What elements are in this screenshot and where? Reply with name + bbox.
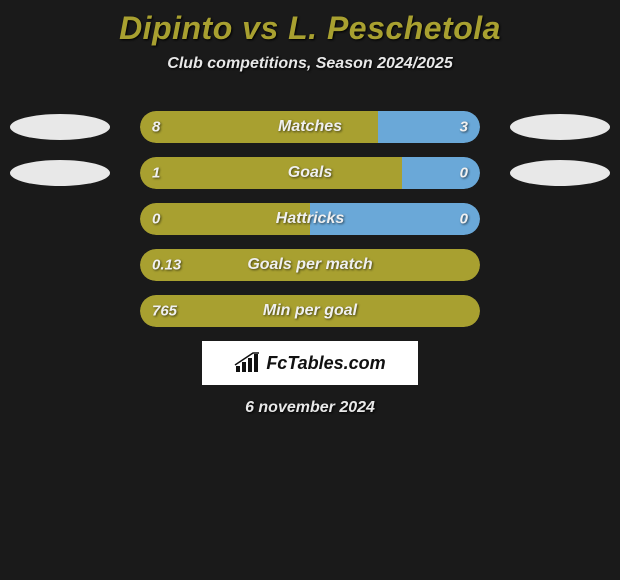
val-left: 765 — [152, 303, 177, 320]
right-ellipse-slot — [500, 160, 620, 186]
bar-wrap: 765 Min per goal — [120, 295, 500, 327]
bar-wrap: 0 0 Hattricks — [120, 203, 500, 235]
bar-label: Min per goal — [263, 302, 357, 320]
seg-left — [140, 111, 378, 143]
page-title: Dipinto vs L. Peschetola — [0, 10, 620, 47]
player-left-ellipse — [10, 160, 110, 186]
right-ellipse-slot — [500, 114, 620, 140]
val-right: 3 — [460, 119, 468, 136]
stat-row: 8 3 Matches — [0, 111, 620, 143]
val-left: 1 — [152, 165, 160, 182]
bar-wrap: 0.13 Goals per match — [120, 249, 500, 281]
stat-bar: 0 0 Hattricks — [140, 203, 480, 235]
left-ellipse-slot — [0, 160, 120, 186]
stat-row: 0 0 Hattricks — [0, 203, 620, 235]
subtitle: Club competitions, Season 2024/2025 — [0, 55, 620, 73]
logo-box[interactable]: FcTables.com — [202, 341, 418, 385]
date-text: 6 november 2024 — [0, 399, 620, 417]
bar-label: Hattricks — [276, 210, 344, 228]
stat-bar: 0.13 Goals per match — [140, 249, 480, 281]
bar-label: Goals — [288, 164, 332, 182]
stat-rows: 8 3 Matches 1 0 Goals 0 0 Hattricks 0.13 Goals per… — [0, 111, 620, 327]
seg-left — [140, 157, 402, 189]
player-left-ellipse — [10, 114, 110, 140]
player-right-ellipse — [510, 160, 610, 186]
left-ellipse-slot — [0, 114, 120, 140]
bar-label: Matches — [278, 118, 342, 136]
val-left: 0.13 — [152, 257, 181, 274]
chart-icon — [234, 352, 260, 374]
val-right: 0 — [460, 211, 468, 228]
seg-right — [402, 157, 480, 189]
stat-bar: 1 0 Goals — [140, 157, 480, 189]
stat-row: 765 Min per goal — [0, 295, 620, 327]
stat-row: 0.13 Goals per match — [0, 249, 620, 281]
stat-bar: 8 3 Matches — [140, 111, 480, 143]
stat-row: 1 0 Goals — [0, 157, 620, 189]
bar-wrap: 8 3 Matches — [120, 111, 500, 143]
logo-text: FcTables.com — [266, 353, 385, 374]
val-left: 8 — [152, 119, 160, 136]
comparison-widget: Dipinto vs L. Peschetola Club competitio… — [0, 0, 620, 417]
bar-label: Goals per match — [247, 256, 372, 274]
bar-wrap: 1 0 Goals — [120, 157, 500, 189]
val-left: 0 — [152, 211, 160, 228]
val-right: 0 — [460, 165, 468, 182]
stat-bar: 765 Min per goal — [140, 295, 480, 327]
player-right-ellipse — [510, 114, 610, 140]
